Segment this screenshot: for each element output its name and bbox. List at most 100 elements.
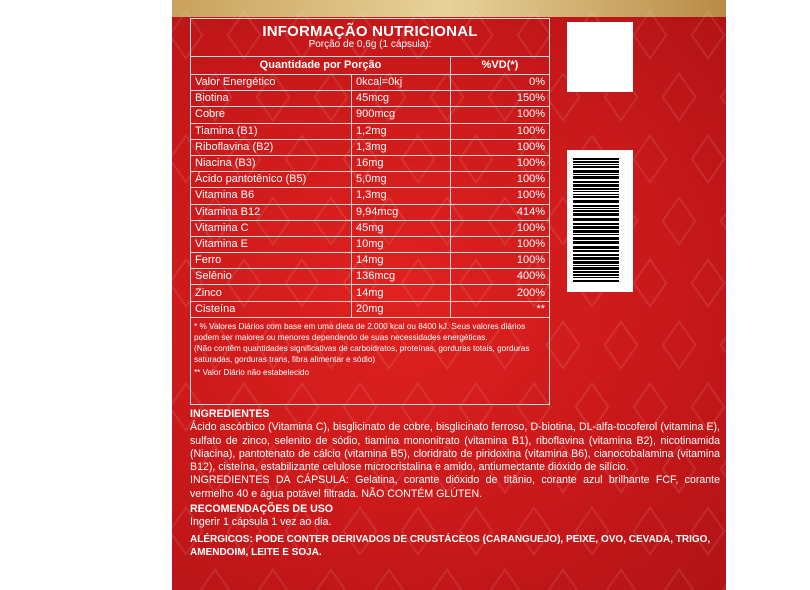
barcode-bar (573, 161, 619, 163)
table-row: Vitamina E 10mg 100% (191, 235, 549, 254)
nutrient-name: Vitamina B6 (191, 187, 352, 205)
diamond-shape (545, 320, 581, 370)
nutrient-dv: 150% (450, 90, 549, 108)
barcode-bar (573, 254, 619, 256)
white-label-area (567, 22, 633, 92)
nutrient-name: Valor Energético (191, 73, 352, 92)
barcode-bar (573, 181, 619, 183)
footnote-insignificant: (Não contêm quantidades significativas d… (194, 343, 530, 364)
nutrient-amount: 16mg (351, 154, 451, 173)
barcode-bar (573, 170, 619, 173)
nutrient-name: Tiamina (B1) (191, 122, 352, 140)
barcode-bar (573, 280, 619, 282)
footnotes: * % Valores Diários com base em uma diet… (191, 318, 549, 381)
table-row: Cisteína 20mg ** (191, 300, 549, 318)
portion-size: Porção de 0,6g (1 cápsula): (308, 39, 432, 50)
nutrient-amount: 0kcal=0kj (351, 73, 451, 92)
table-row: Riboflavina (B2) 1,3mg 100% (191, 138, 549, 156)
barcode-bar (573, 184, 619, 187)
nutrient-amount: 9,94mcg (351, 203, 451, 221)
barcode-bar (573, 166, 619, 168)
nutrient-name: Niacina (B3) (191, 154, 352, 173)
barcode-bar (573, 237, 619, 240)
header-quantity: Quantidade por Porção (191, 56, 451, 75)
nutrient-dv: 100% (450, 154, 549, 173)
nutrient-amount: 900mcg (351, 106, 451, 124)
barcode-bar (573, 205, 619, 207)
nutrient-dv: 100% (450, 235, 549, 254)
nutrient-dv: 100% (450, 122, 549, 140)
barcode-bar (573, 158, 619, 160)
barcode-bar (573, 200, 619, 203)
table-row: Vitamina B6 1,3mg 100% (191, 187, 549, 205)
gold-band (172, 0, 726, 17)
diamond-shape (690, 134, 726, 184)
diamond-shape (545, 568, 581, 590)
table-row: Ferro 14mg 100% (191, 252, 549, 270)
nutrient-amount: 1,2mg (351, 122, 451, 140)
diamond-shape (255, 568, 291, 590)
table-row: Valor Energético 0kcal=0kj 0% (191, 73, 549, 92)
nutrient-amount: 14mg (351, 252, 451, 270)
diamond-shape (603, 320, 639, 370)
diamond-shape (661, 568, 697, 590)
ingredients-section: INGREDIENTES Ácido ascórbico (Vitamina C… (190, 408, 720, 559)
nutrient-amount: 45mg (351, 219, 451, 237)
nutrient-amount: 136mcg (351, 268, 451, 286)
barcode-bar (573, 226, 619, 229)
nutrition-table: Quantidade por Porção %VD(*) Valor Energ… (191, 56, 549, 318)
diamond-shape (632, 134, 668, 184)
diamond-shape (661, 196, 697, 246)
nutrient-amount: 20mg (351, 300, 451, 318)
barcode-bar (573, 174, 619, 175)
barcode-bar (573, 210, 619, 212)
barcode-bar (573, 257, 619, 260)
nutrient-amount: 10mg (351, 235, 451, 254)
barcode-bar (573, 196, 619, 198)
ingredients-heading: INGREDIENTES (190, 408, 270, 420)
barcode-bar (573, 267, 619, 270)
product-label: INFORMAÇÃO NUTRICIONAL Porção de 0,6g (1… (172, 0, 726, 590)
usage-heading: RECOMENDAÇÕES DE USO (190, 503, 334, 516)
diamond-shape (719, 568, 726, 590)
nutrient-name: Ácido pantotênico (B5) (191, 171, 352, 189)
nutrient-name: Selênio (191, 268, 352, 286)
nutrient-dv: 100% (450, 187, 549, 205)
diamond-shape (719, 72, 726, 122)
table-row: Biotina 45mcg 150% (191, 90, 549, 108)
barcode-bar (573, 274, 619, 276)
nutrient-dv: ** (450, 300, 549, 318)
usage-text: Ingerir 1 cápsula 1 vez ao dia. (190, 516, 332, 529)
table-row: Selênio 136mcg 400% (191, 268, 549, 286)
allergens: ALÉRGICOS: PODE CONTER DERIVADOS DE CRUS… (190, 533, 711, 558)
nutrient-name: Vitamina B12 (191, 203, 352, 221)
diamond-shape (429, 568, 465, 590)
diamond-shape (719, 196, 726, 246)
barcode-bar (573, 271, 619, 273)
nutrient-name: Cisteína (191, 300, 352, 318)
nutrient-dv: 100% (450, 138, 549, 156)
table-row: Niacina (B3) 16mg 100% (191, 154, 549, 173)
ingredients-text: Ácido ascórbico (Vitamina C), bisglicina… (190, 421, 720, 474)
diamond-shape (487, 568, 523, 590)
nutrient-amount: 14mg (351, 284, 451, 302)
barcode-bar (573, 265, 619, 266)
diamond-shape (197, 568, 233, 590)
barcode-bar (573, 277, 619, 278)
diamond-shape (371, 568, 407, 590)
nutrient-amount: 1,3mg (351, 187, 451, 205)
nutrient-amount: 1,3mg (351, 138, 451, 156)
diamond-shape (690, 10, 726, 60)
footnote-not-established: ** Valor Diário não estabelecido (194, 367, 309, 377)
barcode-bar (573, 164, 619, 165)
nutrition-title: INFORMAÇÃO NUTRICIONAL (262, 23, 478, 40)
nutrient-dv: 0% (450, 73, 549, 92)
diamond-shape (719, 320, 726, 370)
barcode-bar (573, 208, 619, 209)
nutrient-amount: 5,0mg (351, 171, 451, 189)
table-row: Vitamina B12 9,94mcg 414% (191, 203, 549, 221)
barcode-bar (573, 250, 619, 252)
barcode-bar (573, 246, 619, 249)
diamond-shape (632, 258, 668, 308)
nutrient-dv: 100% (450, 219, 549, 237)
